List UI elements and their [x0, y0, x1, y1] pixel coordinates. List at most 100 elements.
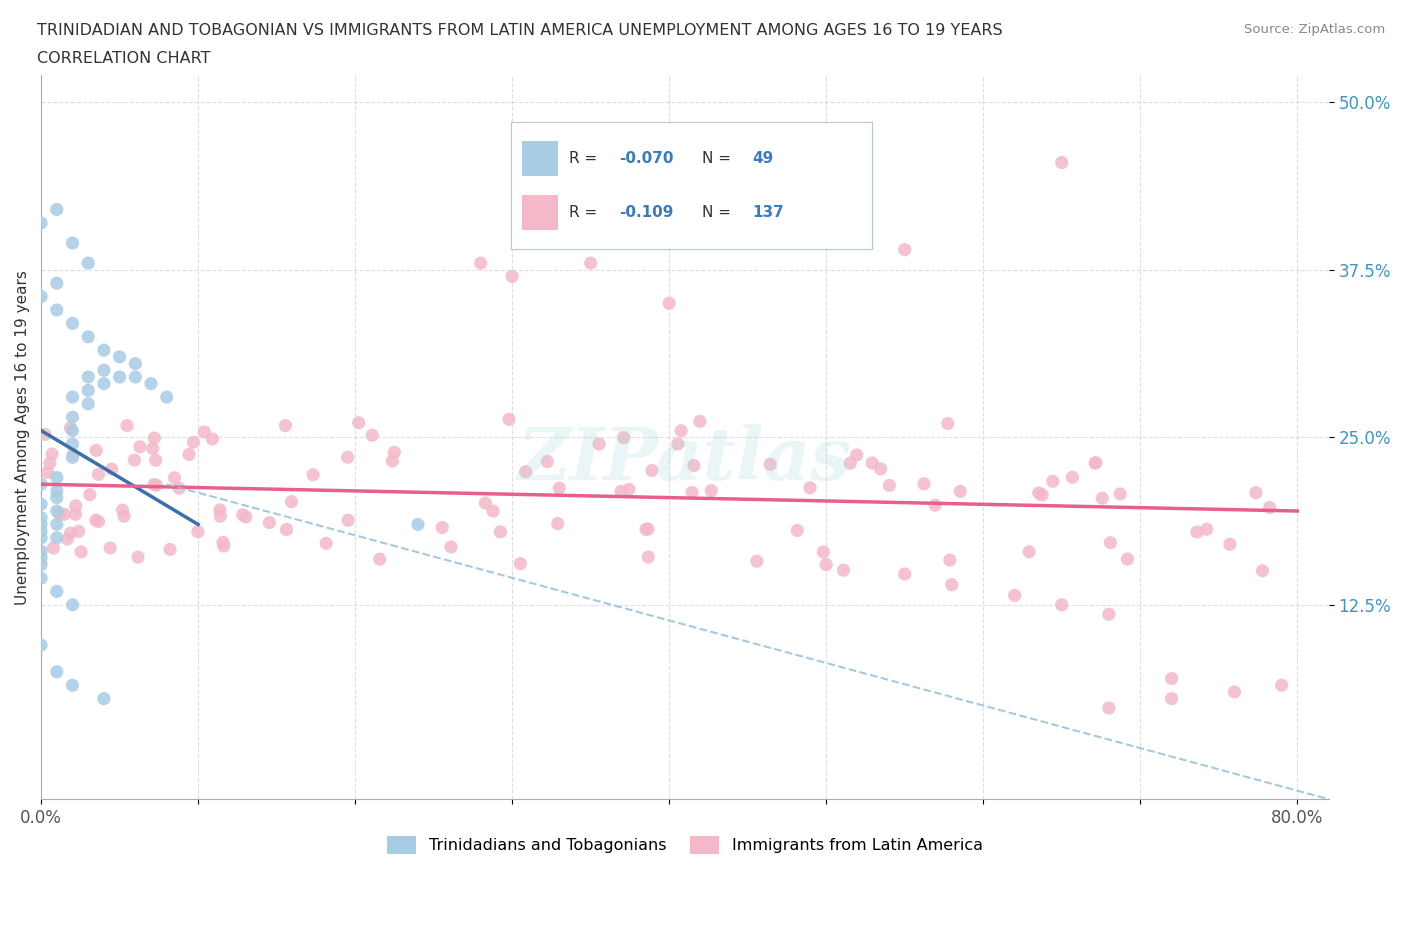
Point	[1098, 606, 1121, 621]
Point	[860, 456, 883, 471]
Point	[70, 544, 93, 559]
Point	[45, 584, 67, 599]
Point	[45, 490, 67, 505]
Point	[59, 420, 82, 435]
Point	[815, 557, 838, 572]
Point	[87, 467, 110, 482]
Point	[87, 514, 110, 529]
Point	[209, 509, 232, 524]
Point	[62, 390, 84, 405]
Text: TRINIDADIAN AND TOBAGONIAN VS IMMIGRANTS FROM LATIN AMERICA UNEMPLOYMENT AMONG A: TRINIDADIAN AND TOBAGONIAN VS IMMIGRANTS…	[37, 23, 1002, 38]
Point	[30, 524, 52, 538]
Point	[936, 416, 959, 431]
Point	[62, 410, 84, 425]
Point	[1109, 486, 1132, 501]
Point	[84, 512, 107, 527]
Point	[62, 597, 84, 612]
Point	[1004, 588, 1026, 603]
Point	[30, 517, 52, 532]
Point	[142, 477, 165, 492]
Point	[111, 503, 134, 518]
Point	[1091, 491, 1114, 506]
Point	[924, 498, 946, 512]
Point	[108, 369, 131, 384]
Point	[509, 556, 531, 571]
Point	[641, 463, 664, 478]
Point	[201, 432, 224, 446]
Point	[658, 296, 681, 311]
Point	[1099, 536, 1122, 551]
Point	[501, 269, 523, 284]
Point	[42, 540, 65, 555]
Point	[315, 536, 337, 551]
Point	[745, 553, 768, 568]
Point	[65, 498, 87, 513]
Point	[124, 369, 146, 384]
Point	[832, 563, 855, 578]
Point	[45, 484, 67, 498]
Point	[45, 302, 67, 317]
Point	[77, 396, 100, 411]
Point	[259, 515, 281, 530]
Point	[30, 557, 52, 572]
Point	[302, 467, 325, 482]
Point	[1084, 456, 1107, 471]
Point	[617, 482, 640, 497]
Point	[1251, 564, 1274, 578]
Point	[45, 530, 67, 545]
Point	[786, 523, 808, 538]
Point	[93, 363, 115, 378]
Point	[941, 578, 963, 592]
Point	[163, 471, 186, 485]
Point	[276, 522, 298, 537]
Point	[474, 496, 496, 511]
Point	[689, 414, 711, 429]
Point	[845, 447, 868, 462]
Point	[187, 525, 209, 539]
Point	[482, 503, 505, 518]
Point	[37, 465, 59, 480]
Point	[232, 508, 254, 523]
Point	[62, 678, 84, 693]
Point	[177, 447, 200, 462]
Point	[382, 445, 405, 459]
Point	[759, 457, 782, 472]
Point	[1160, 691, 1182, 706]
Point	[893, 566, 915, 581]
Point	[142, 441, 165, 456]
Point	[67, 524, 90, 538]
Point	[108, 350, 131, 365]
Point	[139, 377, 162, 392]
Point	[30, 551, 52, 565]
Point	[84, 443, 107, 458]
Point	[208, 502, 231, 517]
Point	[77, 383, 100, 398]
Point	[41, 446, 63, 461]
Point	[515, 464, 537, 479]
Point	[45, 202, 67, 217]
Point	[869, 461, 891, 476]
Point	[156, 390, 179, 405]
Text: Source: ZipAtlas.com: Source: ZipAtlas.com	[1244, 23, 1385, 36]
Point	[280, 494, 302, 509]
Point	[939, 552, 962, 567]
Point	[1050, 597, 1073, 612]
Point	[127, 550, 149, 565]
Point	[93, 691, 115, 706]
Point	[1018, 544, 1040, 559]
Point	[124, 356, 146, 371]
Point	[167, 481, 190, 496]
Point	[62, 450, 84, 465]
Point	[440, 539, 463, 554]
Text: ZIPatlas: ZIPatlas	[517, 423, 852, 495]
Point	[669, 423, 692, 438]
Point	[1223, 684, 1246, 699]
Point	[193, 425, 215, 440]
Point	[347, 416, 370, 431]
Point	[100, 461, 122, 476]
Text: CORRELATION CHART: CORRELATION CHART	[37, 51, 209, 66]
Point	[30, 216, 52, 231]
Point	[689, 175, 711, 190]
Point	[588, 436, 610, 451]
Point	[681, 485, 703, 500]
